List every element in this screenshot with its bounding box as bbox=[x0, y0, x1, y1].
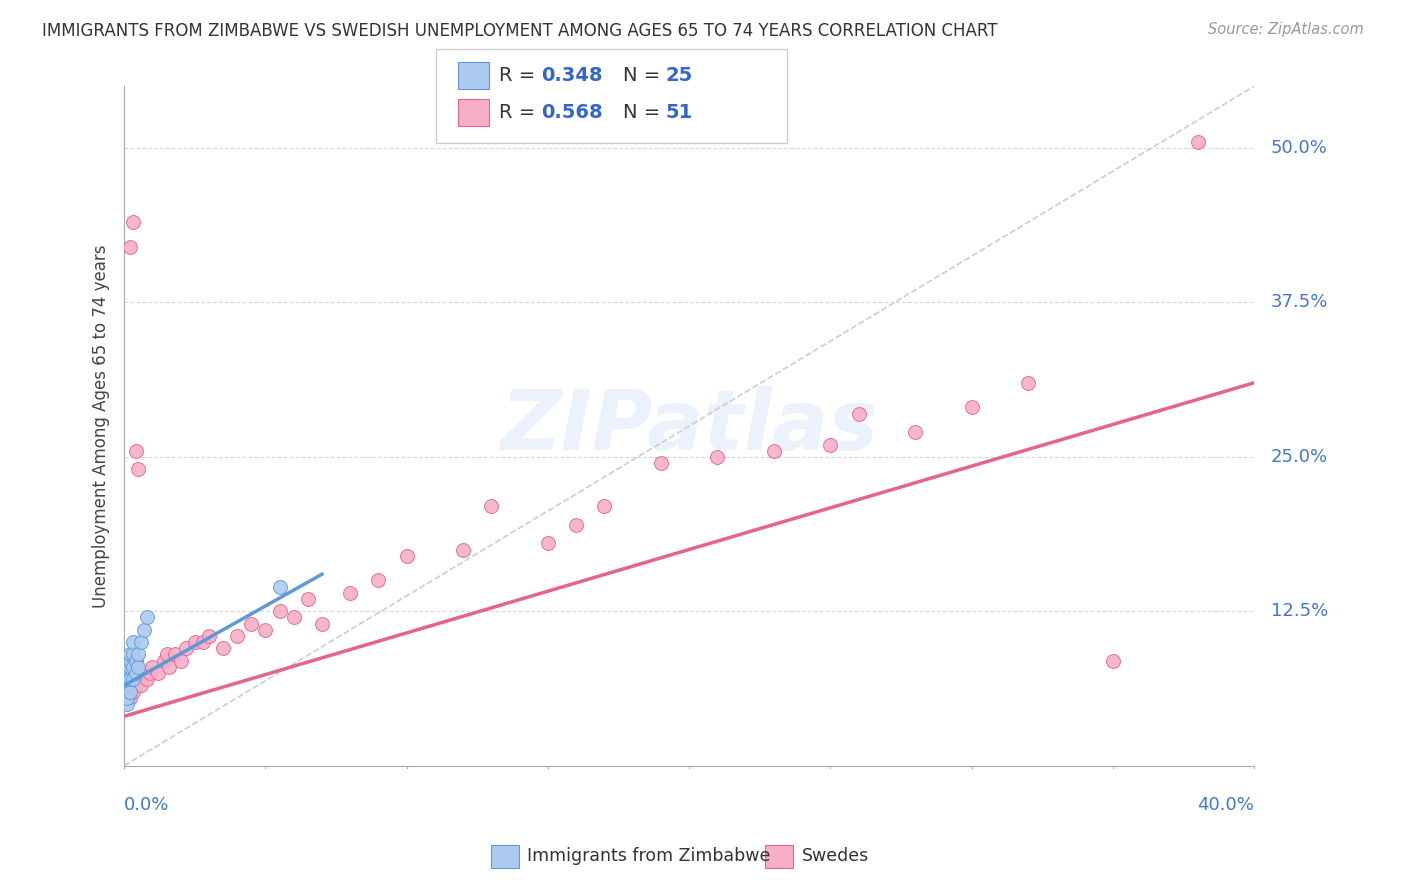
Point bbox=[176, 641, 198, 656]
Text: 37.5%: 37.5% bbox=[1271, 293, 1329, 311]
Text: 40.0%: 40.0% bbox=[1197, 797, 1254, 814]
Point bbox=[184, 635, 207, 649]
Point bbox=[115, 697, 138, 711]
Point bbox=[537, 536, 560, 550]
Point bbox=[157, 660, 180, 674]
Point bbox=[118, 672, 141, 686]
Point bbox=[212, 641, 235, 656]
Point bbox=[135, 672, 157, 686]
Text: Swedes: Swedes bbox=[801, 847, 869, 865]
Point bbox=[127, 660, 149, 674]
Point bbox=[311, 616, 333, 631]
Point bbox=[115, 678, 138, 692]
Point bbox=[170, 654, 193, 668]
Point bbox=[146, 666, 169, 681]
Point bbox=[124, 666, 146, 681]
Point bbox=[269, 604, 291, 618]
Point bbox=[848, 407, 870, 421]
Point bbox=[115, 660, 138, 674]
Point bbox=[367, 574, 389, 588]
Point bbox=[138, 666, 160, 681]
Point bbox=[121, 672, 143, 686]
Point bbox=[451, 542, 474, 557]
Point bbox=[283, 610, 305, 624]
Point bbox=[706, 450, 728, 464]
Point bbox=[226, 629, 249, 643]
Point bbox=[112, 672, 135, 686]
Point bbox=[115, 666, 138, 681]
Point bbox=[1101, 654, 1123, 668]
Point bbox=[121, 684, 143, 698]
Point bbox=[127, 648, 149, 662]
Point bbox=[395, 549, 418, 563]
Point bbox=[339, 586, 361, 600]
Text: N =: N = bbox=[623, 66, 666, 85]
Point bbox=[254, 623, 277, 637]
Point bbox=[124, 443, 146, 458]
Point bbox=[1187, 135, 1209, 149]
Point bbox=[152, 654, 174, 668]
Text: Immigrants from Zimbabwe: Immigrants from Zimbabwe bbox=[527, 847, 770, 865]
Point bbox=[297, 591, 319, 606]
Text: 50.0%: 50.0% bbox=[1271, 139, 1327, 157]
Point bbox=[141, 660, 163, 674]
Text: 25: 25 bbox=[665, 66, 692, 85]
Point bbox=[165, 648, 187, 662]
Point bbox=[127, 672, 149, 686]
Text: 0.348: 0.348 bbox=[541, 66, 603, 85]
Text: 51: 51 bbox=[665, 103, 692, 122]
Point bbox=[118, 684, 141, 698]
Point bbox=[112, 690, 135, 705]
Point bbox=[193, 635, 215, 649]
Text: Source: ZipAtlas.com: Source: ZipAtlas.com bbox=[1208, 22, 1364, 37]
Point bbox=[127, 462, 149, 476]
Point bbox=[593, 500, 616, 514]
Point bbox=[481, 500, 503, 514]
Point bbox=[129, 678, 152, 692]
Text: 12.5%: 12.5% bbox=[1271, 602, 1329, 620]
Point bbox=[121, 215, 143, 229]
Text: 0.568: 0.568 bbox=[541, 103, 603, 122]
Point bbox=[124, 678, 146, 692]
Point bbox=[960, 401, 983, 415]
Text: R =: R = bbox=[499, 103, 541, 122]
Y-axis label: Unemployment Among Ages 65 to 74 years: Unemployment Among Ages 65 to 74 years bbox=[93, 244, 110, 607]
Point bbox=[269, 580, 291, 594]
Point bbox=[820, 437, 842, 451]
Text: N =: N = bbox=[623, 103, 666, 122]
Point bbox=[762, 443, 785, 458]
Point bbox=[240, 616, 263, 631]
Point bbox=[118, 654, 141, 668]
Point bbox=[565, 517, 588, 532]
Point bbox=[124, 654, 146, 668]
Point bbox=[155, 648, 177, 662]
Point bbox=[129, 635, 152, 649]
Point bbox=[1017, 376, 1039, 390]
Point bbox=[198, 629, 221, 643]
Point bbox=[115, 684, 138, 698]
Point bbox=[112, 678, 135, 692]
Point bbox=[112, 684, 135, 698]
Text: 25.0%: 25.0% bbox=[1271, 448, 1329, 466]
Point bbox=[135, 610, 157, 624]
Point bbox=[132, 666, 155, 681]
Text: ZIPatlas: ZIPatlas bbox=[501, 385, 879, 467]
Point bbox=[118, 690, 141, 705]
Point bbox=[121, 660, 143, 674]
Point bbox=[650, 456, 672, 470]
Point bbox=[118, 648, 141, 662]
Text: R =: R = bbox=[499, 66, 541, 85]
Text: IMMIGRANTS FROM ZIMBABWE VS SWEDISH UNEMPLOYMENT AMONG AGES 65 TO 74 YEARS CORRE: IMMIGRANTS FROM ZIMBABWE VS SWEDISH UNEM… bbox=[42, 22, 998, 40]
Point bbox=[115, 690, 138, 705]
Point bbox=[904, 425, 927, 440]
Point bbox=[118, 240, 141, 254]
Point bbox=[121, 635, 143, 649]
Point bbox=[132, 623, 155, 637]
Text: 0.0%: 0.0% bbox=[124, 797, 170, 814]
Point bbox=[118, 660, 141, 674]
Point bbox=[121, 648, 143, 662]
